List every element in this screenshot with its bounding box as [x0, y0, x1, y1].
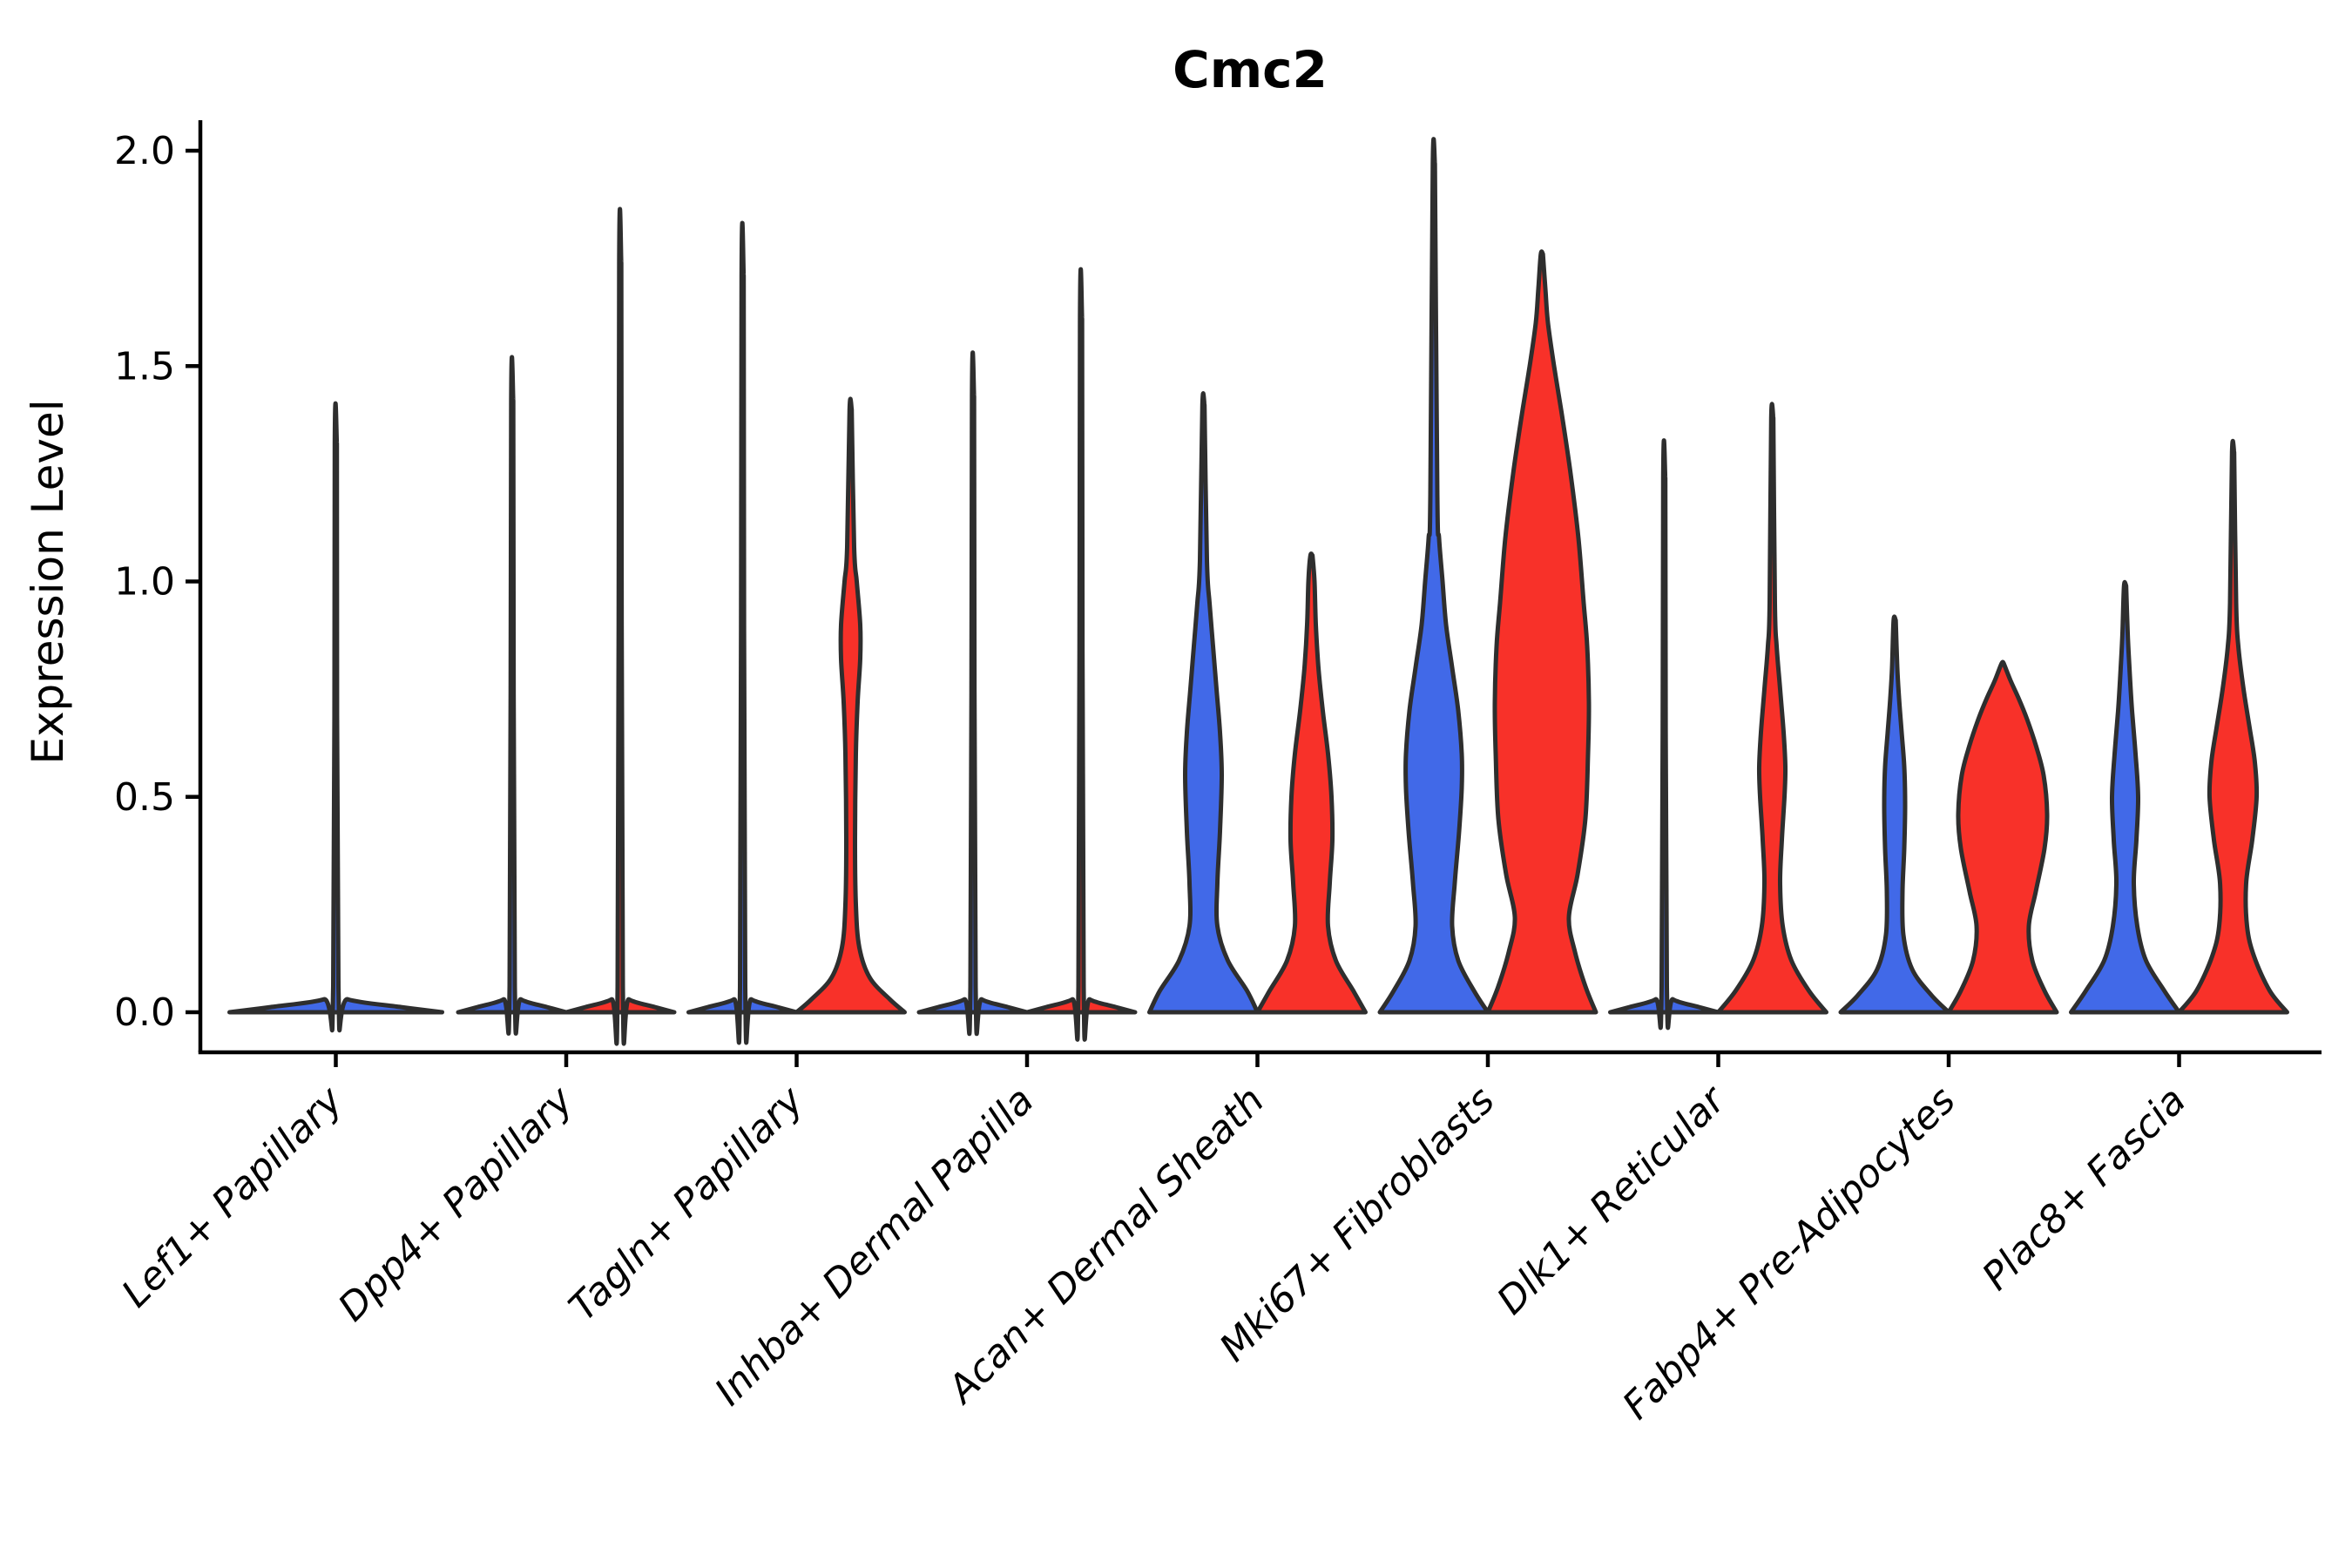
violin-8-right	[1946, 659, 2059, 1015]
y-tick-label: 0.5	[114, 775, 175, 820]
violin-6-left	[1377, 137, 1490, 1015]
x-tick-label-9: Plac8+ Fascia	[1974, 1078, 2194, 1299]
x-tick-label-7: Dlk1+ Reticular	[1489, 1077, 1735, 1323]
y-tick-label: 1.5	[114, 344, 175, 389]
y-tick-label: 1.0	[114, 560, 175, 605]
violin-4-left	[916, 350, 1030, 1037]
y-axis-label: Expression Level	[23, 399, 73, 764]
violins-layer	[227, 137, 2289, 1046]
violin-2-right	[564, 206, 677, 1046]
violin-3-left	[686, 220, 799, 1045]
violin-5-left	[1147, 391, 1260, 1015]
y-tick-label: 0.0	[114, 990, 175, 1035]
violin-8-left	[1838, 614, 1951, 1015]
violin-7-left	[1608, 438, 1720, 1031]
y-tick-label: 2.0	[114, 129, 175, 173]
violin-7-right	[1716, 402, 1828, 1015]
violin-9-right	[2177, 438, 2289, 1015]
violin-9-left	[2069, 579, 2181, 1015]
violin-5-right	[1255, 551, 1368, 1015]
axes-layer	[186, 120, 2322, 1067]
x-tick-label-1: Lef1+ Papillary	[113, 1078, 352, 1316]
violin-3-right	[794, 396, 907, 1015]
violin-1-full	[227, 401, 444, 1033]
violin-2-left	[456, 355, 569, 1036]
violin-4-right	[1024, 267, 1138, 1042]
x-tick-label-2: Dpp4+ Papillary	[330, 1078, 583, 1330]
x-tick-label-3: Tagln+ Papillary	[561, 1078, 813, 1329]
chart-title: Cmc2	[1173, 40, 1328, 99]
violin-6-right	[1485, 249, 1598, 1015]
